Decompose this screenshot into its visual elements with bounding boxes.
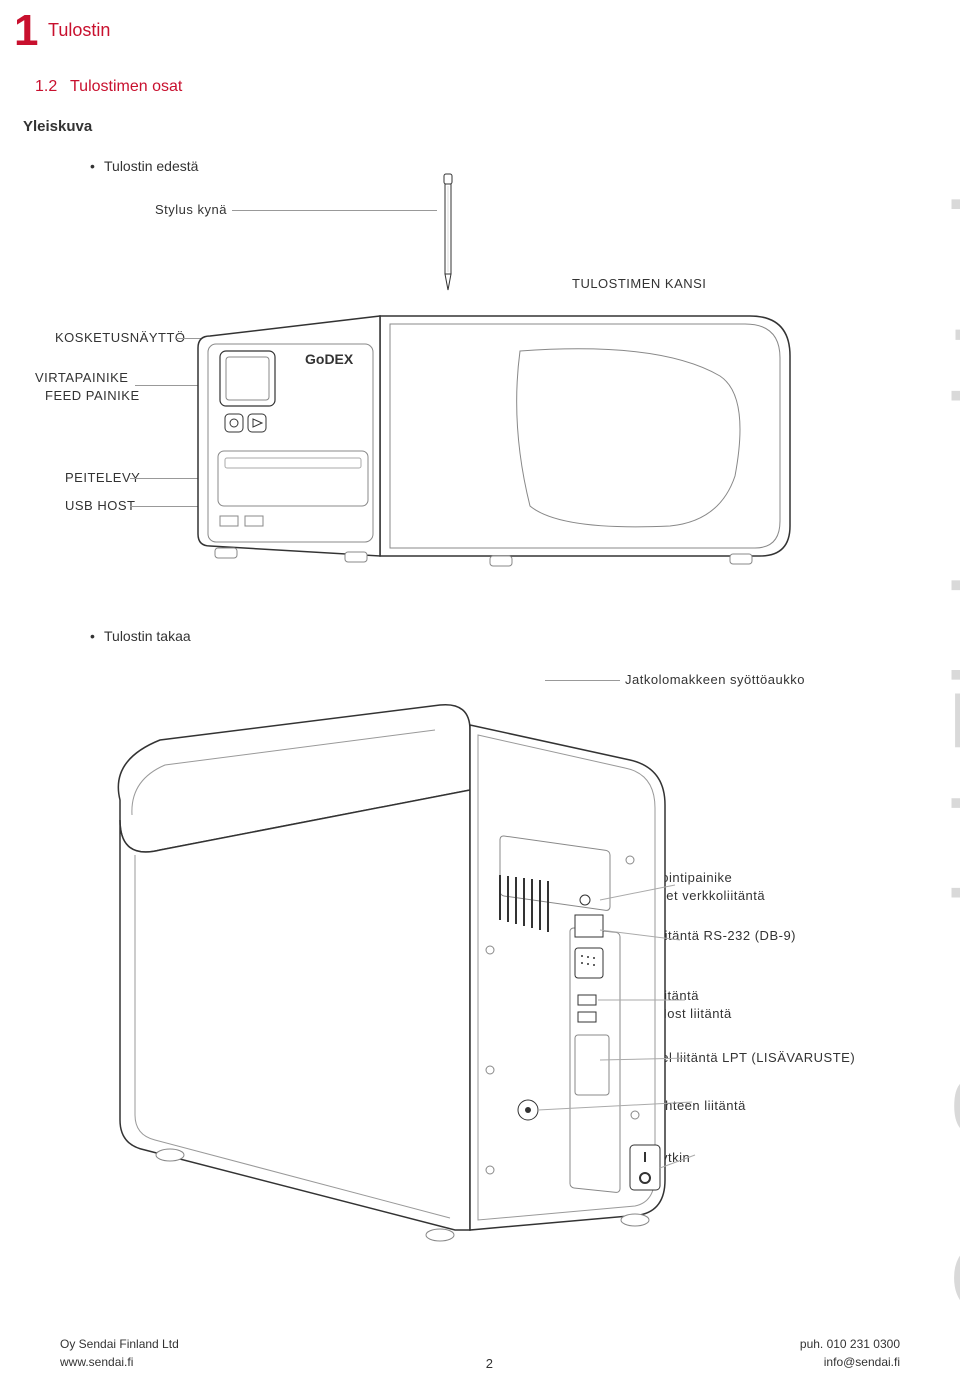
section-number: 1.2 (35, 78, 57, 96)
callout-touchscreen: KOSKETUSNÄYTTÖ (55, 330, 186, 345)
chapter-title: Tulostin (48, 20, 110, 41)
bullet-rear-label: Tulostin takaa (104, 628, 191, 644)
footer-website: www.sendai.fi (60, 1353, 179, 1371)
footer-company: Oy Sendai Finland Ltd (60, 1335, 179, 1353)
line-fanfold (545, 680, 620, 681)
footer-right: puh. 010 231 0300 info@sendai.fi (800, 1335, 900, 1371)
callout-power-button: VIRTAPAINIKE (35, 370, 128, 385)
svg-text:GoDEX: GoDEX (305, 351, 354, 367)
callout-cover: TULOSTIMEN KANSI (572, 276, 706, 291)
section-title: Tulostimen osat (70, 78, 182, 96)
subsection-label: Yleiskuva (23, 118, 92, 135)
callout-feed-button: FEED PAINIKE (45, 388, 140, 403)
callout-fanfold: Jatkolomakkeen syöttöaukko (625, 672, 805, 687)
callout-usb-host-front: USB HOST (65, 498, 135, 513)
figure-stylus (438, 172, 458, 292)
footer-email: info@sendai.fi (800, 1353, 900, 1371)
page-footer: Oy Sendai Finland Ltd www.sendai.fi 2 pu… (0, 1335, 960, 1371)
bullet-rear-view: •Tulostin takaa (90, 628, 191, 644)
bullet-front-label: Tulostin edestä (104, 158, 198, 174)
watermark-text: Oy Sendai Finland Ltd (930, 190, 960, 1320)
figure-printer-rear (70, 700, 710, 1260)
footer-left: Oy Sendai Finland Ltd www.sendai.fi (60, 1335, 179, 1371)
footer-phone: puh. 010 231 0300 (800, 1335, 900, 1353)
footer-page-number: 2 (486, 1356, 493, 1371)
bullet-front-view: •Tulostin edestä (90, 158, 198, 174)
callout-stylus: Stylus kynä (155, 202, 227, 217)
figure-printer-front: GoDEX (190, 296, 810, 576)
line-stylus (232, 210, 437, 211)
chapter-number: 1 (14, 6, 38, 56)
